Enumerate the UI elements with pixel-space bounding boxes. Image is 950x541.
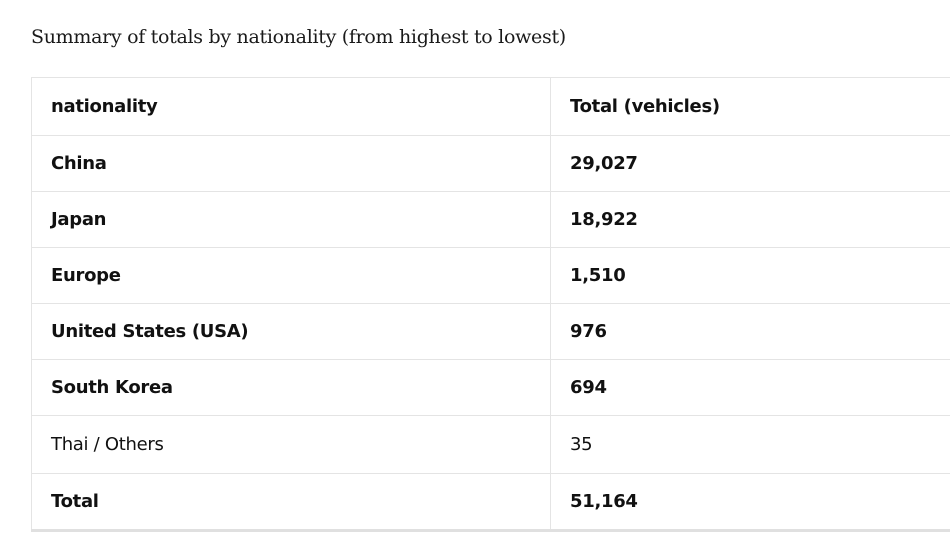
nationality-cell: United States (USA) <box>31 303 551 360</box>
nationality-cell: China <box>31 135 551 192</box>
title: Summary of totals by nationality (from h… <box>31 26 566 48</box>
nationality-cell: Thai / Others <box>31 415 551 474</box>
total-cell: 694 <box>550 359 950 416</box>
nationality-cell: Japan <box>31 191 551 248</box>
total-cell: 35 <box>550 415 950 474</box>
total-cell: 51,164 <box>550 473 950 531</box>
table-row: China 29,027 <box>31 135 950 192</box>
nationality-cell: South Korea <box>31 359 551 416</box>
table-row: Europe 1,510 <box>31 247 950 304</box>
total-cell: 976 <box>550 303 950 360</box>
total-cell: 18,922 <box>550 191 950 248</box>
summary-table: nationality Total (vehicles) China 29,027 J… <box>31 77 950 532</box>
table-header: nationality Total (vehicles) <box>31 77 950 136</box>
total-cell: 29,027 <box>550 135 950 192</box>
table-row: Japan 18,922 <box>31 191 950 248</box>
table-row: United States (USA) 976 <box>31 303 950 360</box>
table-row: South Korea 694 <box>31 359 950 416</box>
nationality-cell: Total <box>31 473 551 531</box>
table-row: Total 51,164 <box>31 473 950 531</box>
nationality-cell: Europe <box>31 247 551 304</box>
table-row: Thai / Others 35 <box>31 415 950 474</box>
header-row: nationality Total (vehicles) <box>31 77 950 136</box>
header-cell: nationality <box>31 77 551 136</box>
total-cell: 1,510 <box>550 247 950 304</box>
table-body: China 29,027 Japan 18,922 Europe 1,510 United … <box>31 135 950 531</box>
header-cell: Total (vehicles) <box>550 77 950 136</box>
